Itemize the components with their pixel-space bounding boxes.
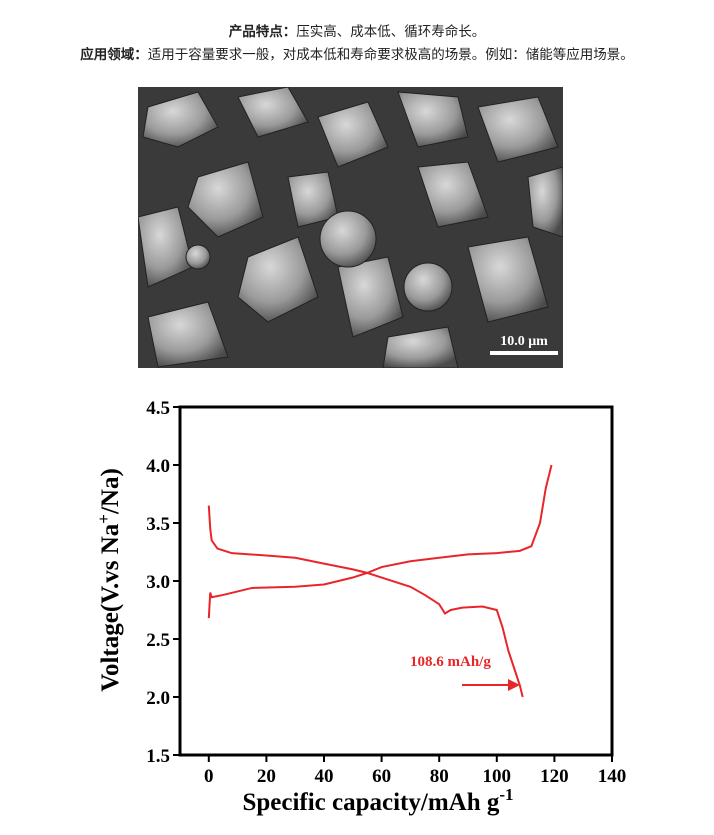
x-label-main: Specific capacity/mAh g [242,789,499,816]
x-tick-label: 140 [598,766,627,787]
x-tick-label: 100 [483,766,512,787]
applications-text: 适用于容量要求一般，对成本低和寿命要求极高的场景。例如：储能等应用场景。 [147,47,634,63]
x-axis-label: Specific capacity/mAh g-1 [242,785,513,816]
y-tick-label: 3.0 [146,572,170,593]
features-label: 产品特点： [228,24,297,40]
features-text: 压实高、成本低、循环寿命长。 [296,24,486,40]
data-line [207,505,524,698]
y-tick-label: 2.5 [146,630,170,651]
y-tick-label: 4.5 [146,398,170,419]
y-tick-label: 2.0 [146,688,170,709]
annotation: 108.6 mAh/g [410,654,491,670]
applications-line: 应用领域：适用于容量要求一般，对成本低和寿命要求极高的场景。例如：储能等应用场景… [0,43,714,63]
x-tick-label: 20 [257,766,276,787]
features-line: 产品特点：压实高、成本低、循环寿命长。 [0,20,714,40]
y-label-sup: + [94,514,113,524]
x-label-sup: -1 [499,785,513,804]
y-axis-label: Voltage(V.vs Na+/Na) [94,468,124,692]
x-tick-label: 80 [430,766,449,787]
x-tick-label: 120 [540,766,569,787]
y-label-main: Voltage(V.vs Na [97,523,124,692]
y-label-end: /Na) [97,468,124,515]
y-tick-label: 4.0 [146,456,170,477]
x-tick-label: 40 [315,766,334,787]
x-tick-label: 0 [204,766,214,787]
chart: Voltage(V.vs Na+/Na) Specific capacity/m… [94,398,627,816]
scale-bar-label: 10.0 μm [500,334,548,349]
data-line [207,464,553,619]
y-tick-label: 1.5 [146,746,170,767]
y-tick-label: 3.5 [146,514,170,535]
sem-image: 10.0 μm [138,87,563,368]
annotation-arrow [462,679,520,691]
x-tick-label: 60 [372,766,391,787]
plot-frame [178,405,614,757]
applications-label: 应用领域： [80,47,148,63]
